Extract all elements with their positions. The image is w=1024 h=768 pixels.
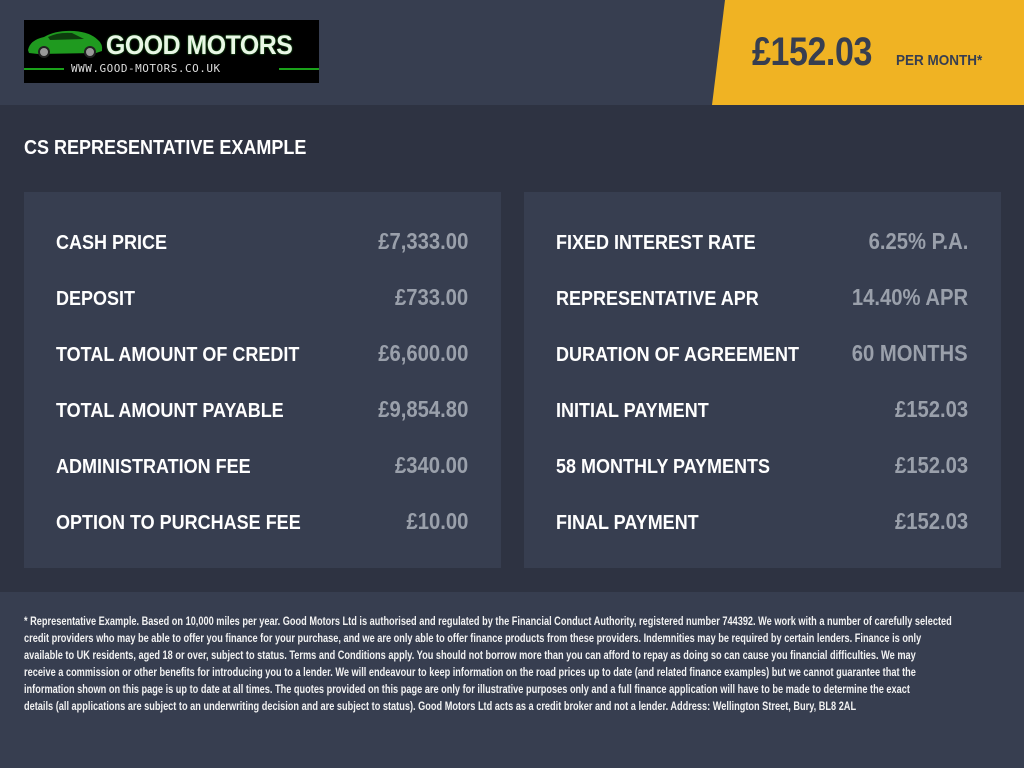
finance-row: DURATION OF AGREEMENT 60 MONTHS xyxy=(556,340,968,374)
finance-value: £733.00 xyxy=(394,284,468,310)
finance-panel-left: CASH PRICE £7,333.00 DEPOSIT £733.00 TOTAL A… xyxy=(24,192,501,568)
finance-label: FINAL PAYMENT xyxy=(556,512,699,534)
finance-label: ADMINISTRATION FEE xyxy=(56,456,251,478)
disclaimer-line: receive a commission or other benefits f… xyxy=(24,667,916,679)
finance-value: £152.03 xyxy=(894,396,968,422)
header: GOOD MOTORS WWW.GOOD-MOTORS.CO.UK £152.0… xyxy=(0,0,1024,105)
finance-label: DURATION OF AGREEMENT xyxy=(556,344,799,366)
finance-value: £152.03 xyxy=(894,452,968,478)
finance-panel-right: FIXED INTEREST RATE 6.25% P.A. REPRESENTAT… xyxy=(524,192,1001,568)
finance-value: £340.00 xyxy=(394,452,468,478)
finance-row: 58 MONTHLY PAYMENTS £152.03 xyxy=(556,452,968,486)
finance-label: DEPOSIT xyxy=(56,288,136,310)
logo-url: WWW.GOOD-MOTORS.CO.UK xyxy=(71,62,221,75)
finance-label: FIXED INTEREST RATE xyxy=(556,232,756,254)
finance-label: 58 MONTHLY PAYMENTS xyxy=(556,456,771,478)
monthly-price-badge: £152.03 PER MONTH* xyxy=(712,0,1024,105)
finance-value: 14.40% APR xyxy=(851,284,968,310)
finance-label: CASH PRICE xyxy=(56,232,168,254)
good-motors-logo[interactable]: GOOD MOTORS WWW.GOOD-MOTORS.CO.UK xyxy=(24,20,319,83)
finance-value: £9,854.80 xyxy=(377,396,468,422)
finance-value: £6,600.00 xyxy=(377,340,468,366)
finance-value: 60 MONTHS xyxy=(852,340,968,366)
logo-divider xyxy=(24,68,64,70)
finance-value: £152.03 xyxy=(894,508,968,534)
finance-label: REPRESENTATIVE APR xyxy=(556,288,759,310)
finance-row: FINAL PAYMENT £152.03 xyxy=(556,508,968,542)
finance-row: REPRESENTATIVE APR 14.40% APR xyxy=(556,284,968,318)
finance-label: OPTION TO PURCHASE FEE xyxy=(56,512,301,534)
disclaimer: * Representative Example. Based on 10,00… xyxy=(0,592,1024,768)
finance-value: £7,333.00 xyxy=(377,228,468,254)
monthly-price: £152.03 xyxy=(752,30,872,74)
finance-row: TOTAL AMOUNT PAYABLE £9,854.80 xyxy=(56,396,468,430)
finance-row: DEPOSIT £733.00 xyxy=(56,284,468,318)
disclaimer-line: information shown on this page is up to … xyxy=(24,684,910,696)
finance-row: CASH PRICE £7,333.00 xyxy=(56,228,468,262)
finance-row: OPTION TO PURCHASE FEE £10.00 xyxy=(56,508,468,542)
page-title: CS REPRESENTATIVE EXAMPLE xyxy=(24,137,307,159)
finance-label: TOTAL AMOUNT PAYABLE xyxy=(56,400,284,422)
per-month-label: PER MONTH* xyxy=(896,52,983,69)
finance-value: £10.00 xyxy=(406,508,468,534)
disclaimer-line: available to UK residents, aged 18 or ov… xyxy=(24,650,916,662)
finance-row: FIXED INTEREST RATE 6.25% P.A. xyxy=(556,228,968,262)
logo-divider xyxy=(279,68,319,70)
finance-label: TOTAL AMOUNT OF CREDIT xyxy=(56,344,300,366)
finance-row: ADMINISTRATION FEE £340.00 xyxy=(56,452,468,486)
disclaimer-line: details (all applications are subject to… xyxy=(24,701,857,713)
finance-row: TOTAL AMOUNT OF CREDIT £6,600.00 xyxy=(56,340,468,374)
disclaimer-line: * Representative Example. Based on 10,00… xyxy=(24,616,952,628)
disclaimer-line: credit providers who may be able to offe… xyxy=(24,633,922,645)
logo-name: GOOD MOTORS xyxy=(106,30,293,60)
finance-label: INITIAL PAYMENT xyxy=(556,400,709,422)
finance-value: 6.25% P.A. xyxy=(868,228,968,254)
finance-row: INITIAL PAYMENT £152.03 xyxy=(556,396,968,430)
car-icon xyxy=(28,30,103,58)
